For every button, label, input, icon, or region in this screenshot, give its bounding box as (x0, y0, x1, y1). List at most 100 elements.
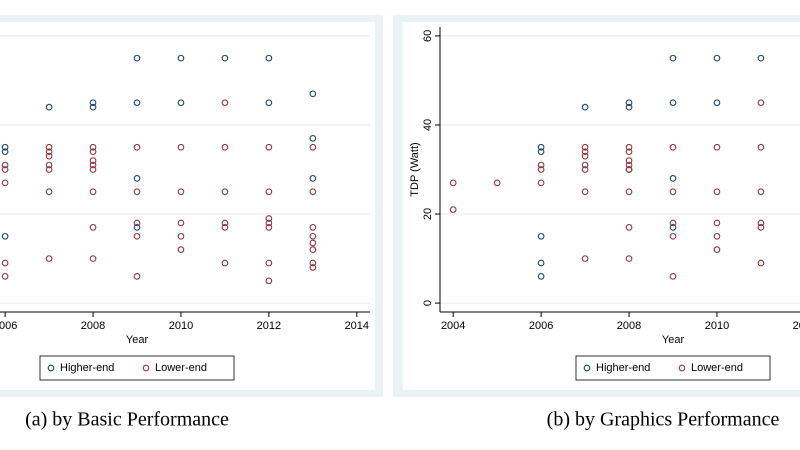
point (45, 161, 53, 169)
y-axis-label: TDP (Watt) (409, 142, 421, 196)
legend-marker (678, 364, 686, 372)
point (625, 99, 633, 107)
point (669, 54, 677, 62)
point (221, 54, 229, 62)
point (1, 232, 9, 240)
point (1, 179, 9, 187)
point (1, 259, 9, 267)
point (309, 143, 317, 151)
point (581, 143, 589, 151)
point (221, 219, 229, 227)
y-tick-label: 60 (422, 30, 434, 42)
point (265, 219, 273, 227)
point (537, 166, 545, 173)
point (581, 161, 589, 169)
point (1, 273, 9, 280)
point (133, 232, 141, 240)
point (309, 134, 317, 142)
point (309, 188, 317, 196)
point (89, 157, 97, 164)
point (133, 224, 141, 231)
point (177, 246, 185, 254)
point (669, 143, 677, 151)
point (45, 166, 53, 173)
point (309, 175, 317, 182)
x-tick-label: 2012 (257, 320, 281, 332)
y-tick-label: 0 (422, 300, 434, 306)
point (713, 143, 721, 151)
point (625, 103, 633, 111)
point (89, 188, 97, 196)
point (713, 246, 721, 254)
point (757, 219, 765, 227)
legend-label: Higher-end (60, 362, 114, 374)
point (757, 54, 765, 62)
point (757, 259, 765, 267)
x-tick-label: 2008 (617, 320, 641, 332)
point (177, 54, 185, 62)
point (177, 143, 185, 151)
point (713, 232, 721, 240)
point (757, 143, 765, 151)
point (309, 259, 317, 267)
point (449, 206, 457, 213)
point (757, 224, 765, 231)
point (177, 188, 185, 196)
point (537, 259, 545, 267)
point (669, 273, 677, 280)
point (669, 175, 677, 182)
point (713, 54, 721, 62)
point (625, 224, 633, 231)
point (221, 143, 229, 151)
point (537, 143, 545, 151)
point (309, 90, 317, 98)
point (537, 179, 545, 187)
point (265, 99, 273, 107)
point (537, 148, 545, 156)
point (45, 103, 53, 111)
plot-area (440, 27, 800, 312)
legend-label: Lower-end (155, 362, 207, 374)
point (265, 188, 273, 196)
point (309, 264, 317, 271)
point (493, 179, 501, 187)
point (133, 143, 141, 151)
point (177, 219, 185, 227)
point (265, 215, 273, 222)
point (265, 277, 273, 285)
point (1, 148, 9, 156)
point (581, 148, 589, 156)
x-tick-label: 2008 (81, 320, 105, 332)
point (221, 224, 229, 231)
x-tick-label: 2004 (441, 320, 465, 332)
caption: (b) by Graphics Performance (547, 409, 780, 431)
point (309, 246, 317, 254)
point (45, 143, 53, 151)
point (625, 148, 633, 156)
point (625, 161, 633, 169)
point (45, 255, 53, 262)
point (581, 188, 589, 196)
point (713, 99, 721, 107)
legend-marker (142, 364, 150, 372)
plot-area (0, 27, 370, 312)
point (581, 255, 589, 262)
x-tick-label: 2010 (705, 320, 729, 332)
point (625, 188, 633, 196)
point (309, 224, 317, 231)
point (265, 259, 273, 267)
x-tick-label: 2006 (529, 320, 553, 332)
y-tick-label: 20 (422, 208, 434, 220)
point (537, 232, 545, 240)
point (669, 232, 677, 240)
point (221, 259, 229, 267)
point (133, 219, 141, 227)
x-tick-label: 2012 (793, 320, 800, 332)
point (177, 232, 185, 240)
point (221, 188, 229, 196)
point (581, 152, 589, 160)
point (669, 188, 677, 196)
point (713, 219, 721, 227)
point (221, 99, 229, 107)
